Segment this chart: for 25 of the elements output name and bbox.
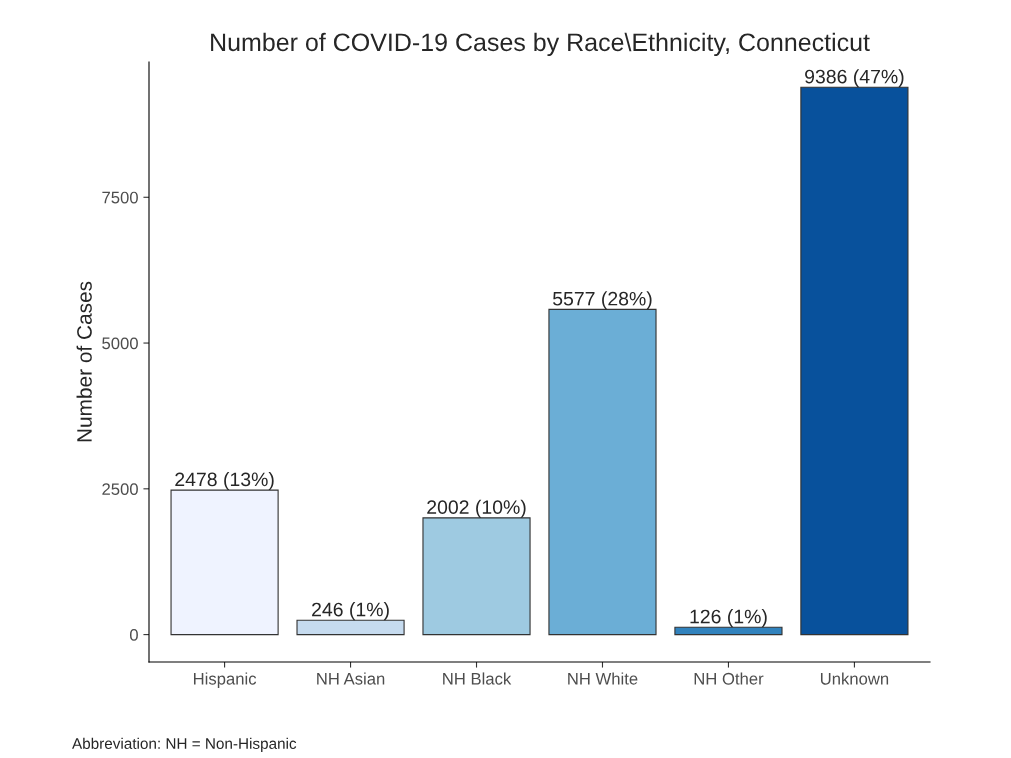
chart-title: Number of COVID-19 Cases by Race\Ethnicity, Connecticut [211,32,870,57]
bar [674,626,783,636]
y-tick-label: 0 [129,629,138,641]
y-axis-title: Number of Cases [76,281,92,442]
x-tick-label: Unknown [820,672,889,685]
y-tick-label: 7500 [102,191,138,204]
bar [422,517,531,636]
bar [800,86,909,636]
bar [548,308,657,636]
bar [170,489,279,636]
bar [296,619,405,636]
x-tick-label: NH Black [443,672,512,685]
x-tick-label: Hispanic [193,672,257,688]
data-label: 9386 (47%) [805,69,904,88]
data-label: 5577 (28%) [553,291,652,310]
data-label: 126 (1%) [690,609,767,628]
y-tick-label: 5000 [102,337,138,350]
x-tick-label: NH White [568,672,638,685]
data-label: 246 (1%) [312,602,389,621]
data-label: 2002 (10%) [427,499,526,518]
x-tick-label: NH Other [694,672,764,685]
y-tick-label: 2500 [102,483,138,496]
text: Abbreviation: NH = Non-Hispanic [72,737,297,752]
x-tick-label: NH Asian [317,672,385,685]
data-label: 2478 (13%) [175,471,274,491]
